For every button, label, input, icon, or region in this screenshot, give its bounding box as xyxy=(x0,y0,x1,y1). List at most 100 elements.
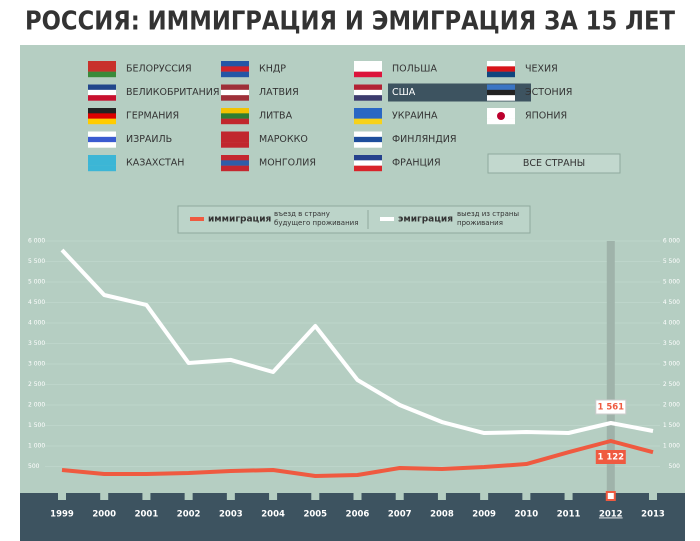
country-item[interactable]: ФИНЛЯНДИЯ xyxy=(354,131,456,148)
country-item[interactable]: УКРАИНА xyxy=(354,108,438,125)
all-countries-button[interactable]: ВСЕ СТРАНЫ xyxy=(487,153,621,174)
country-label: ИЗРАИЛЬ xyxy=(126,134,172,145)
y-tick-label: 2 500 xyxy=(28,381,45,388)
country-label: ФИНЛЯНДИЯ xyxy=(392,134,456,145)
country-label: УКРАИНА xyxy=(392,111,438,122)
flag-stripe xyxy=(221,113,249,119)
y-tick-label: 500 xyxy=(28,463,40,470)
country-item[interactable]: КАЗАХСТАН xyxy=(88,155,184,172)
series-line xyxy=(60,248,654,436)
y-tick-label: 5 500 xyxy=(28,258,45,265)
country-item[interactable]: МАРОККО xyxy=(221,131,308,148)
country-item[interactable]: ЛАТВИЯ xyxy=(221,84,299,101)
country-item[interactable]: ЭСТОНИЯ xyxy=(487,84,572,101)
y-tick-label: 3 000 xyxy=(28,361,45,368)
flag-stripe xyxy=(221,95,249,101)
country-item[interactable]: КНДР xyxy=(221,61,286,78)
country-label: МОНГОЛИЯ xyxy=(259,158,316,169)
y2-tick-label: 500 xyxy=(669,463,681,470)
country-label: ЯПОНИЯ xyxy=(525,111,567,122)
flag-stripe xyxy=(487,66,515,72)
button-bg xyxy=(487,153,621,174)
country-label: ГЕРМАНИЯ xyxy=(126,111,179,122)
button-label: ВСЕ СТРАНЫ xyxy=(523,158,585,169)
y2-tick-label: 4 000 xyxy=(663,320,680,327)
legend-note: проживания xyxy=(457,219,503,227)
flag-stripe xyxy=(354,131,382,138)
year-marker xyxy=(100,492,109,500)
x-tick-label: 2005 xyxy=(303,510,327,520)
legend-label: эмиграция xyxy=(398,215,453,225)
flag-stripe xyxy=(88,61,116,67)
country-label: ФРАНЦИЯ xyxy=(392,158,441,169)
flag-stripe xyxy=(88,131,116,138)
country-item[interactable]: ЛИТВА xyxy=(221,108,293,125)
flag-stripe xyxy=(354,155,382,161)
flag-stripe xyxy=(354,136,382,143)
value-label-bg xyxy=(595,399,627,415)
flag-stripe xyxy=(354,89,382,96)
flag-stripe xyxy=(221,66,249,72)
x-tick-label: 2000 xyxy=(92,510,116,520)
x-tick-label: 2008 xyxy=(430,510,454,520)
country-label: ЭСТОНИЯ xyxy=(525,87,572,98)
y-tick-label: 2 000 xyxy=(28,402,45,409)
y2-tick-label: 3 000 xyxy=(663,361,680,368)
country-item[interactable]: МОНГОЛИЯ xyxy=(221,155,316,172)
country-item[interactable]: ФРАНЦИЯ xyxy=(354,155,441,172)
y2-tick-label: 6 000 xyxy=(663,238,680,245)
country-item[interactable]: БЕЛОРУССИЯ xyxy=(88,61,192,78)
flag-stripe xyxy=(88,66,116,72)
year-marker xyxy=(311,492,320,500)
panel xyxy=(20,45,685,541)
y-tick-label: 4 500 xyxy=(28,299,45,306)
year-marker xyxy=(564,492,573,500)
year-band xyxy=(20,493,685,541)
flag-stripe xyxy=(487,95,515,101)
flag-stripe xyxy=(487,89,515,96)
country-item[interactable]: ВЕЛИКОБРИТАНИЯ xyxy=(88,84,220,101)
x-tick-label: 2004 xyxy=(261,510,285,520)
flag-stripe xyxy=(487,71,515,78)
legend-note: будущего проживания xyxy=(274,219,358,227)
y2-tick-label: 3 500 xyxy=(663,340,680,347)
country-item[interactable]: ИЗРАИЛЬ xyxy=(88,131,172,148)
flag-stripe xyxy=(88,165,116,172)
y-tick-label: 1 000 xyxy=(28,443,45,450)
year-marker xyxy=(58,492,66,500)
x-tick-label: 2011 xyxy=(557,510,581,520)
flag-stripe xyxy=(487,108,515,114)
country-label: ЧЕХИЯ xyxy=(525,64,558,75)
flag-stripe xyxy=(354,165,382,172)
year-marker xyxy=(142,492,151,500)
year-marker xyxy=(269,492,278,500)
value-label: 1 561 xyxy=(597,402,624,412)
country-item[interactable]: ГЕРМАНИЯ xyxy=(88,108,179,125)
country-item[interactable]: ПОЛЬША xyxy=(354,61,437,78)
country-item[interactable]: ЯПОНИЯ xyxy=(487,108,567,125)
flag-stripe xyxy=(88,118,116,125)
y2-tick-label: 4 500 xyxy=(663,299,680,306)
flag-stripe xyxy=(221,165,249,172)
flag-stripe xyxy=(354,66,382,72)
flag-stripe xyxy=(487,118,515,125)
flag-stripe xyxy=(88,155,116,161)
flag-stripe xyxy=(88,160,116,166)
country-label: США xyxy=(392,87,416,98)
country-item[interactable]: ЧЕХИЯ xyxy=(487,61,558,78)
flag-stripe xyxy=(221,142,249,148)
y2-tick-label: 1 000 xyxy=(663,443,680,450)
year-marker xyxy=(226,492,235,500)
flag-stripe xyxy=(221,131,249,138)
flag-stripe xyxy=(88,84,116,91)
year-marker xyxy=(480,492,489,500)
legend-box xyxy=(177,205,531,234)
y-tick-label: 5 000 xyxy=(28,279,45,286)
flag-stripe xyxy=(88,113,116,119)
x-tick-label: 1999 xyxy=(50,510,74,520)
flag-stripe xyxy=(88,95,116,101)
y-tick-label: 3 500 xyxy=(28,340,45,347)
x-tick-label: 2012 xyxy=(599,510,623,520)
country-label: ЛИТВА xyxy=(259,111,293,122)
x-tick-label: 2002 xyxy=(177,510,201,520)
